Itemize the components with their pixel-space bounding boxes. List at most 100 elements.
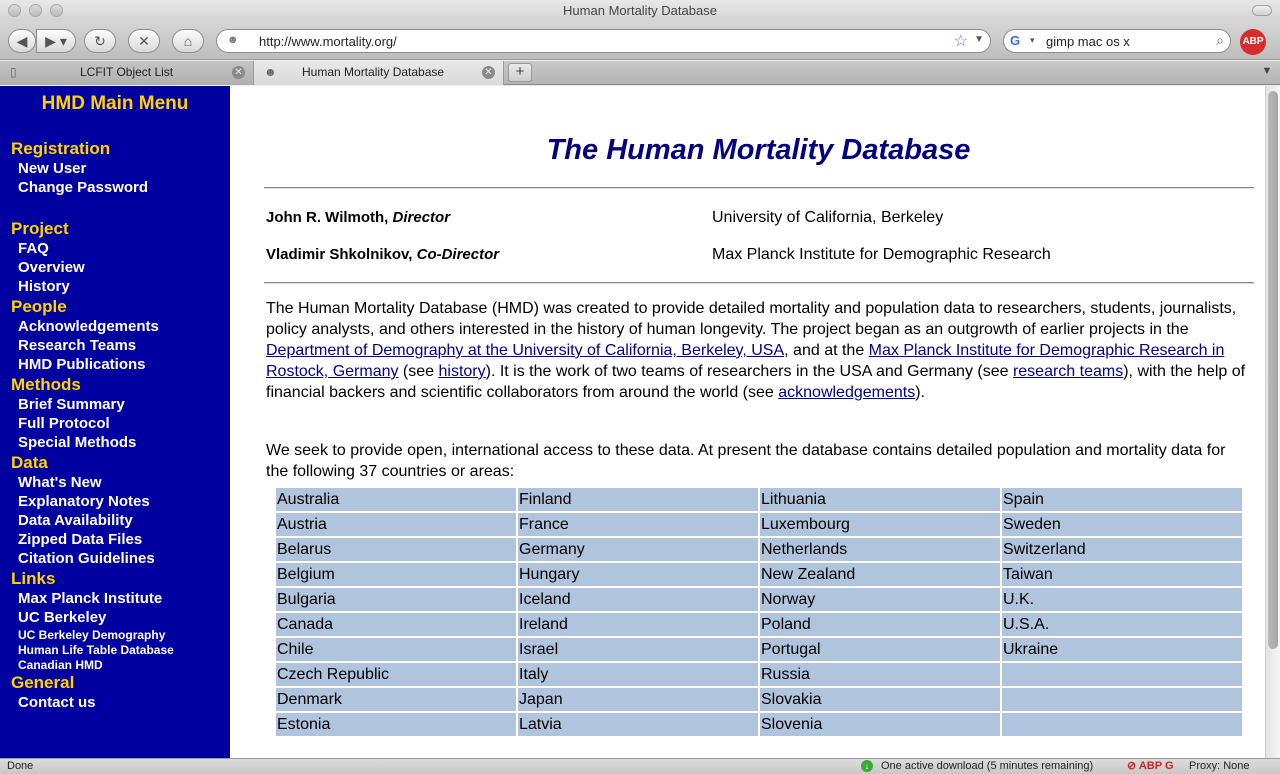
status-text: Done — [7, 760, 34, 772]
proxy-status[interactable]: Proxy: None — [1189, 760, 1250, 772]
intro-text: The Human Mortality Database (HMD) was c… — [266, 300, 1237, 338]
person-name: Vladimir Shkolnikov, — [266, 246, 413, 263]
home-button[interactable]: ⌂ — [172, 29, 204, 53]
person-name: John R. Wilmoth, — [266, 209, 389, 226]
country-cell — [1002, 713, 1242, 736]
intro-paragraph: The Human Mortality Database (HMD) was c… — [266, 298, 1251, 403]
menu-item-research-teams[interactable]: Research Teams — [18, 337, 137, 354]
country-row: Belgium Hungary New Zealand Taiwan — [276, 563, 1242, 586]
url-history-dropdown-icon[interactable]: ▼ — [974, 34, 984, 45]
menu-item-overview[interactable]: Overview — [18, 259, 85, 276]
menu-item-citation-guidelines[interactable]: Citation Guidelines — [18, 550, 155, 567]
link-max-planck[interactable]: Max Planck Institute for Demographic Res… — [266, 342, 1225, 380]
menu-item-acknowledgements[interactable]: Acknowledgements — [18, 318, 159, 335]
stop-button[interactable]: ✕ — [128, 29, 160, 53]
menu-item-change-password[interactable]: Change Password — [18, 179, 149, 196]
menu-item-zipped-data-files[interactable]: Zipped Data Files — [18, 531, 143, 548]
intro-text: ). — [915, 384, 925, 401]
menu-item-max-planck-institute[interactable]: Max Planck Institute — [18, 590, 163, 607]
menu-item-contact-us[interactable]: Contact us — [18, 694, 96, 711]
tab-close-icon[interactable]: ✕ — [232, 66, 245, 79]
country-cell: Estonia — [276, 713, 516, 736]
menu-section-methods: Methods — [11, 375, 81, 394]
bookmark-star-icon[interactable]: ☆ — [953, 33, 968, 50]
tab-list-menu-icon[interactable]: ▼ — [1261, 65, 1273, 77]
country-cell: Bulgaria — [276, 588, 516, 611]
country-cell: Ireland — [518, 613, 758, 636]
menu-item-special-methods[interactable]: Special Methods — [18, 434, 137, 451]
country-cell: Chile — [276, 638, 516, 661]
country-cell: Czech Republic — [276, 663, 516, 686]
person-role: Director — [392, 209, 451, 226]
search-input[interactable] — [1044, 33, 1204, 49]
search-bar[interactable]: G ▾ ⌕ — [1003, 29, 1231, 53]
country-cell: Norway — [760, 588, 1000, 611]
co-director-name: Vladimir Shkolnikov, Co-Director — [266, 246, 499, 263]
link-acknowledgements[interactable]: acknowledgements — [778, 384, 916, 401]
close-window-button[interactable] — [8, 4, 21, 17]
menu-item-canadian-hmd[interactable]: Canadian HMD — [18, 658, 103, 672]
addon-status-icons[interactable]: ⊘ ABP G — [1127, 760, 1174, 772]
tab-human-mortality-database[interactable]: ☻ Human Mortality Database ✕ — [254, 61, 504, 85]
menu-item-explanatory-notes[interactable]: Explanatory Notes — [18, 493, 150, 510]
menu-item-whats-new[interactable]: What's New — [18, 474, 102, 491]
sidebar-title: HMD Main Menu — [41, 93, 189, 114]
country-cell: New Zealand — [760, 563, 1000, 586]
menu-item-history[interactable]: History — [18, 278, 70, 295]
google-search-engine-icon[interactable]: G — [1010, 33, 1021, 48]
adblock-plus-button[interactable]: ABP — [1240, 29, 1266, 55]
forward-arrow-icon: ▶ ▾ — [45, 33, 67, 49]
link-research-teams[interactable]: research teams — [1012, 363, 1124, 380]
country-cell: Luxembourg — [760, 513, 1000, 536]
menu-item-faq[interactable]: FAQ — [18, 240, 49, 257]
menu-section-data: Data — [11, 453, 48, 472]
menu-section-links: Links — [11, 569, 56, 588]
country-row: Chile Israel Portugal Ukraine — [276, 638, 1242, 661]
menu-item-uc-berkeley-demography[interactable]: UC Berkeley Demography — [18, 628, 166, 642]
search-magnifier-icon[interactable]: ⌕ — [1216, 32, 1224, 48]
back-arrow-icon: ◀ — [16, 33, 28, 49]
link-berkeley-demography[interactable]: Department of Demography at the Universi… — [266, 342, 785, 359]
site-favicon-icon: ☻ — [264, 65, 277, 79]
tab-close-icon[interactable]: ✕ — [482, 66, 495, 79]
intro-text: ), with the help of financial backers an… — [266, 363, 1246, 401]
new-tab-button[interactable]: + — [508, 63, 532, 82]
country-cell: Japan — [518, 688, 758, 711]
zoom-window-button[interactable] — [50, 4, 63, 17]
person-role: Co-Director — [416, 246, 500, 263]
menu-section-general: General — [11, 673, 75, 692]
country-cell: Germany — [518, 538, 758, 561]
reload-button[interactable]: ↻ — [84, 29, 116, 53]
director-name: John R. Wilmoth, Director — [266, 209, 450, 226]
menu-item-data-availability[interactable]: Data Availability — [18, 512, 133, 529]
country-cell: Slovakia — [760, 688, 1000, 711]
link-history[interactable]: history — [438, 363, 486, 380]
country-cell: Poland — [760, 613, 1000, 636]
main-content: The Human Mortality Database John R. Wil… — [230, 86, 1265, 758]
url-text[interactable]: http://www.mortality.org/ — [259, 34, 397, 49]
scrollbar-thumb[interactable] — [1268, 91, 1278, 649]
vertical-scrollbar[interactable] — [1265, 86, 1280, 758]
country-cell: Belgium — [276, 563, 516, 586]
country-cell: Ukraine — [1002, 638, 1242, 661]
url-bar[interactable]: ☻ http://www.mortality.org/ ☆ ▼ — [216, 29, 991, 53]
menu-item-uc-berkeley[interactable]: UC Berkeley — [18, 609, 107, 626]
tab-lcfit-object-list[interactable]: ▯ LCFIT Object List ✕ — [0, 61, 254, 85]
search-engine-dropdown-icon[interactable]: ▾ — [1030, 35, 1035, 45]
forward-button[interactable]: ▶ ▾ — [36, 29, 76, 53]
download-arrow-icon[interactable]: ↓ — [861, 760, 873, 772]
menu-item-human-life-table-database[interactable]: Human Life Table Database — [18, 643, 174, 657]
minimize-window-button[interactable] — [29, 4, 42, 17]
director-affiliation: University of California, Berkeley — [712, 209, 944, 226]
access-paragraph: We seek to provide open, international a… — [266, 442, 1226, 480]
menu-item-brief-summary[interactable]: Brief Summary — [18, 396, 125, 413]
country-cell: Spain — [1002, 488, 1242, 511]
menu-item-hmd-publications[interactable]: HMD Publications — [18, 356, 146, 373]
country-cell: Portugal — [760, 638, 1000, 661]
toolbar-toggle-button[interactable] — [1252, 5, 1272, 16]
menu-item-new-user[interactable]: New User — [18, 160, 87, 177]
download-status[interactable]: One active download (5 minutes remaining… — [881, 760, 1094, 772]
back-button[interactable]: ◀ — [8, 29, 36, 53]
navigation-toolbar: ◀ ▶ ▾ ↻ ✕ ⌂ ☻ http://www.mortality.org/ … — [0, 22, 1280, 60]
menu-item-full-protocol[interactable]: Full Protocol — [18, 415, 110, 432]
